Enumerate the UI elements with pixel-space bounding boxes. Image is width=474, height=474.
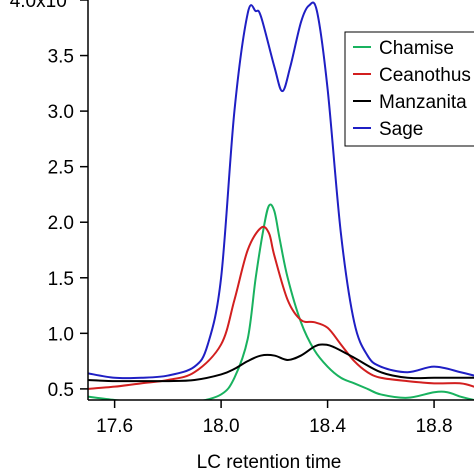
y-tick-label: 2.0 bbox=[48, 213, 74, 234]
series-line-sage bbox=[88, 1, 474, 380]
legend: Chamise Ceanothus Manzanita Sage bbox=[344, 31, 474, 147]
y-tick-label: 0.5 bbox=[48, 380, 74, 401]
y-tick-label-with-multiplier: 4.0x105 bbox=[10, 0, 74, 12]
series-line-ceanothus bbox=[88, 225, 474, 390]
axes-layer: 0.5 1.0 1.5 2.0 2.5 3.0 3.5 4.0x105 17.6 18.0 18.4… bbox=[10, 0, 474, 473]
series-line-chamise bbox=[88, 203, 474, 400]
y-tick-label: 1.5 bbox=[48, 269, 74, 290]
series-layer bbox=[88, 1, 474, 400]
y-tick-label: 4.0 bbox=[10, 0, 36, 12]
y-tick-label: 3.0 bbox=[48, 102, 74, 123]
x-tick-label: 18.0 bbox=[203, 416, 240, 437]
x-axis-title: LC retention time bbox=[197, 452, 342, 473]
y-multiplier-base: x10 bbox=[36, 0, 67, 12]
y-tick-label: 1.0 bbox=[48, 324, 74, 345]
legend-label-manzanita: Manzanita bbox=[379, 92, 467, 113]
x-tick-label: 18.8 bbox=[416, 416, 453, 437]
legend-label-sage: Sage bbox=[379, 119, 423, 140]
y-multiplier-exponent: 5 bbox=[67, 0, 74, 1]
legend-label-chamise: Chamise bbox=[379, 38, 454, 59]
y-tick-label: 3.5 bbox=[48, 47, 74, 68]
legend-label-ceanothus: Ceanothus bbox=[379, 65, 471, 86]
series-line-manzanita bbox=[88, 343, 474, 383]
x-tick-label: 18.4 bbox=[309, 416, 346, 437]
x-tick-label: 17.6 bbox=[96, 416, 133, 437]
y-tick-label: 2.5 bbox=[48, 158, 74, 179]
